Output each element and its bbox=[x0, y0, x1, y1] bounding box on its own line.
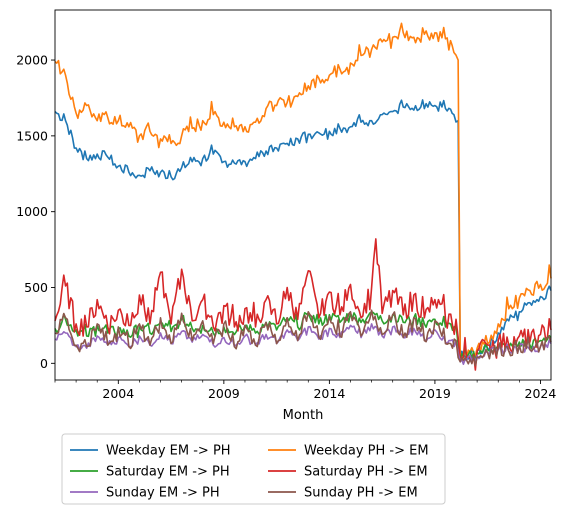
y-tick-label: 1000 bbox=[16, 204, 48, 219]
y-tick-label: 500 bbox=[24, 280, 48, 295]
legend-box bbox=[61, 433, 446, 505]
legend: Weekday EM -> PH Weekday PH -> EM Saturday… bbox=[61, 433, 446, 505]
x-axis-label: Month bbox=[283, 408, 324, 423]
x-tick-label: 2024 bbox=[525, 386, 557, 401]
legend-entry-label: Saturday EM -> PH bbox=[106, 465, 230, 480]
x-tick-label: 2014 bbox=[313, 386, 345, 401]
series-line-2 bbox=[54, 22, 552, 359]
x-tick-label: 2019 bbox=[419, 386, 451, 401]
y-tick-label: 1500 bbox=[16, 128, 48, 143]
series-layer bbox=[54, 22, 552, 371]
x-tick-label: 2009 bbox=[208, 386, 240, 401]
y-axis: 0 500 1000 1500 2000 bbox=[16, 53, 55, 371]
legend-entry-label: Sunday EM -> PH bbox=[106, 486, 220, 501]
x-tick-label: 2004 bbox=[102, 386, 134, 401]
legend-entry-label: Weekday PH -> EM bbox=[304, 444, 429, 459]
y-tick-label: 0 bbox=[40, 356, 48, 371]
x-axis: 2004 2009 2014 2019 2024 bbox=[54, 380, 557, 401]
y-tick-label: 2000 bbox=[16, 53, 48, 68]
series-line-5 bbox=[54, 323, 552, 366]
series-line-1 bbox=[54, 99, 552, 361]
legend-entry-label: Sunday PH -> EM bbox=[304, 486, 418, 501]
series-line-6 bbox=[54, 309, 552, 367]
legend-entry-label: Weekday EM -> PH bbox=[106, 444, 231, 459]
legend-entry-label: Saturday PH -> EM bbox=[304, 465, 428, 480]
plot-frame bbox=[54, 9, 552, 381]
